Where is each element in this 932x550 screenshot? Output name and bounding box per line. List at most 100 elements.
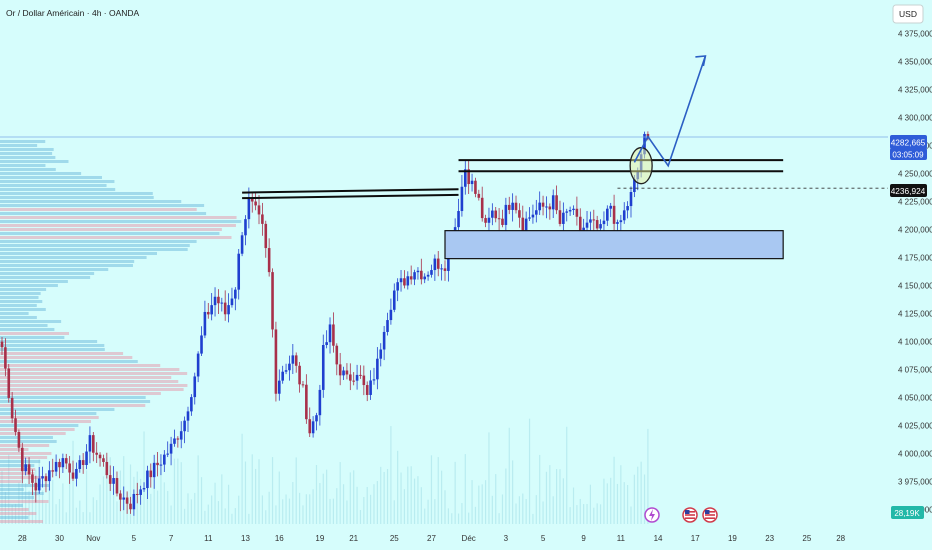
- volume-bar: [180, 462, 182, 524]
- candle: [115, 471, 119, 497]
- candle: [477, 189, 481, 201]
- volume-bar: [221, 474, 223, 524]
- candle: [81, 453, 85, 474]
- volume-bar: [326, 469, 328, 524]
- volume-bar: [647, 428, 649, 524]
- candle: [37, 466, 41, 494]
- projection-arrow[interactable]: [633, 55, 707, 168]
- candle: [301, 381, 305, 388]
- volume-bar: [370, 494, 372, 524]
- marked-price-text: 4236,924: [891, 186, 926, 196]
- volume-bar: [217, 501, 220, 524]
- volume-bar: [224, 508, 226, 524]
- us-flag-event-icon[interactable]: [682, 507, 698, 523]
- profile-bar: [0, 484, 50, 487]
- candle: [426, 271, 430, 281]
- profile-bar: [0, 408, 115, 411]
- volume-bar: [258, 459, 260, 524]
- candle: [369, 370, 372, 400]
- volume-bar: [102, 476, 105, 524]
- candle: [51, 458, 55, 478]
- candle: [156, 452, 159, 477]
- volume-bar: [4, 491, 6, 524]
- candle: [433, 254, 437, 281]
- candle: [562, 202, 565, 234]
- profile-bar: [0, 264, 133, 267]
- volume-bar: [627, 485, 629, 524]
- currency-label[interactable]: USD: [899, 9, 917, 19]
- candle: [14, 409, 17, 436]
- profile-bar: [0, 468, 36, 471]
- candle: [420, 258, 423, 285]
- x-tick-label: 3: [504, 534, 509, 543]
- volume-bar: [397, 450, 399, 524]
- volume-bar: [457, 513, 460, 524]
- profile-bar: [0, 232, 220, 235]
- profile-bar: [0, 196, 154, 199]
- profile-bar: [0, 372, 188, 375]
- volume-bar: [342, 484, 345, 524]
- profile-bar: [0, 176, 103, 179]
- candle: [254, 191, 257, 211]
- candle: [392, 283, 396, 313]
- volume-bar: [143, 431, 145, 524]
- candle: [122, 486, 126, 511]
- candle: [88, 426, 92, 464]
- volume-bar: [623, 482, 625, 524]
- candle: [149, 463, 153, 488]
- candle: [504, 197, 508, 231]
- x-tick-label: 17: [691, 534, 700, 543]
- volume-bar: [45, 503, 47, 524]
- volume-bar: [288, 498, 291, 524]
- candle: [179, 421, 183, 449]
- highlight-ellipse[interactable]: [629, 147, 653, 185]
- candle: [406, 271, 410, 290]
- candle: [193, 372, 197, 405]
- candle: [213, 287, 217, 317]
- resistance-line[interactable]: [242, 193, 459, 200]
- volume-bar: [278, 471, 280, 524]
- volume-bar: [589, 484, 592, 524]
- currency-button[interactable]: [892, 4, 924, 24]
- resistance-line[interactable]: [242, 188, 459, 194]
- volume-bar: [194, 492, 196, 524]
- volume-bar: [58, 498, 61, 524]
- demand-zone-rect[interactable]: [444, 230, 784, 260]
- candle: [41, 466, 44, 488]
- candle: [291, 344, 295, 374]
- candle: [619, 214, 623, 233]
- current-price-badge: [890, 135, 927, 149]
- volume-bar: [484, 480, 487, 524]
- candle: [24, 457, 27, 476]
- volume-bar: [549, 465, 551, 524]
- candle: [321, 334, 325, 398]
- profile-bar: [0, 508, 29, 511]
- candle: [108, 465, 112, 492]
- profile-bar: [0, 180, 115, 183]
- volume-bar: [555, 468, 558, 524]
- candle: [78, 455, 82, 473]
- volume-bar: [417, 476, 419, 524]
- volume-bar: [491, 495, 493, 524]
- volume-bar: [163, 482, 165, 524]
- us-flag-event-icon-2[interactable]: [702, 507, 718, 523]
- volume-bar: [255, 468, 257, 524]
- profile-bar: [0, 276, 91, 279]
- volume-bar: [451, 513, 453, 524]
- candle: [105, 452, 109, 479]
- candle: [555, 185, 558, 215]
- profile-bar: [0, 236, 232, 239]
- volume-bar: [85, 470, 88, 524]
- candle: [409, 265, 413, 285]
- candle: [622, 202, 626, 224]
- volume-bar: [542, 501, 544, 524]
- profile-bar: [0, 204, 205, 207]
- lightning-event-icon[interactable]: [644, 507, 660, 523]
- profile-bar: [0, 368, 180, 371]
- y-tick-label: 4 225,000: [898, 198, 932, 207]
- x-tick-label: 19: [315, 534, 324, 543]
- profile-bar: [0, 192, 153, 195]
- volume-bar: [373, 484, 375, 524]
- volume-bar: [231, 513, 233, 524]
